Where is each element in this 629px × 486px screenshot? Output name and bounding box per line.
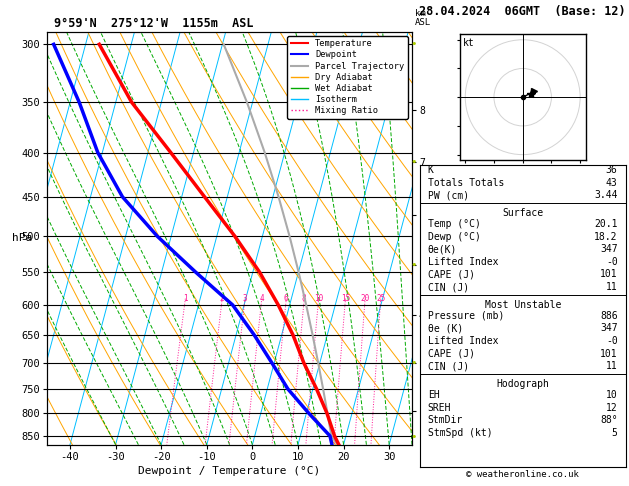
Text: 6: 6 <box>284 294 289 303</box>
Text: StmDir: StmDir <box>428 415 463 425</box>
Text: -0: -0 <box>606 257 618 267</box>
Text: θe (K): θe (K) <box>428 323 463 333</box>
Text: 347: 347 <box>600 323 618 333</box>
Text: 101: 101 <box>600 348 618 359</box>
Text: 15: 15 <box>341 294 350 303</box>
Text: CIN (J): CIN (J) <box>428 361 469 371</box>
Text: Lifted Index: Lifted Index <box>428 336 498 346</box>
Legend: Temperature, Dewpoint, Parcel Trajectory, Dry Adiabat, Wet Adiabat, Isotherm, Mi: Temperature, Dewpoint, Parcel Trajectory… <box>287 36 408 119</box>
Text: Pressure (mb): Pressure (mb) <box>428 311 504 321</box>
Text: 101: 101 <box>600 269 618 279</box>
X-axis label: Dewpoint / Temperature (°C): Dewpoint / Temperature (°C) <box>138 466 321 476</box>
Text: km
ASL: km ASL <box>415 9 431 27</box>
Text: CIN (J): CIN (J) <box>428 282 469 292</box>
Text: Surface: Surface <box>502 208 543 218</box>
Text: 886: 886 <box>600 311 618 321</box>
Text: EH: EH <box>428 390 440 400</box>
Text: •: • <box>410 358 416 368</box>
Text: •: • <box>410 157 416 167</box>
Text: 4: 4 <box>260 294 264 303</box>
Text: 28.04.2024  06GMT  (Base: 12): 28.04.2024 06GMT (Base: 12) <box>420 5 626 18</box>
Text: CAPE (J): CAPE (J) <box>428 269 475 279</box>
Text: 36: 36 <box>606 165 618 175</box>
Text: © weatheronline.co.uk: © weatheronline.co.uk <box>466 469 579 479</box>
Text: 20: 20 <box>360 294 370 303</box>
Text: Hodograph: Hodograph <box>496 379 549 389</box>
Text: •: • <box>410 39 416 50</box>
Text: -0: -0 <box>606 336 618 346</box>
Text: StmSpd (kt): StmSpd (kt) <box>428 428 493 437</box>
Text: 20.1: 20.1 <box>594 219 618 229</box>
Text: 10: 10 <box>314 294 323 303</box>
Text: K: K <box>428 165 433 175</box>
Text: Totals Totals: Totals Totals <box>428 178 504 188</box>
Text: 5: 5 <box>612 428 618 437</box>
Text: 88°: 88° <box>600 415 618 425</box>
Text: 11: 11 <box>606 361 618 371</box>
Text: 3: 3 <box>243 294 247 303</box>
Text: Most Unstable: Most Unstable <box>484 299 561 310</box>
Text: Lifted Index: Lifted Index <box>428 257 498 267</box>
Text: 1: 1 <box>183 294 187 303</box>
Text: SREH: SREH <box>428 402 451 413</box>
Text: 11: 11 <box>606 282 618 292</box>
Text: 10: 10 <box>606 390 618 400</box>
Text: 8: 8 <box>302 294 306 303</box>
Text: •: • <box>410 260 416 270</box>
Text: 12: 12 <box>606 402 618 413</box>
Text: LCL: LCL <box>420 433 434 442</box>
Text: θe(K): θe(K) <box>428 244 457 254</box>
Text: Dewp (°C): Dewp (°C) <box>428 232 481 242</box>
Text: PW (cm): PW (cm) <box>428 191 469 200</box>
Text: 347: 347 <box>600 244 618 254</box>
Text: CAPE (J): CAPE (J) <box>428 348 475 359</box>
Text: Temp (°C): Temp (°C) <box>428 219 481 229</box>
Text: 9°59'N  275°12'W  1155m  ASL: 9°59'N 275°12'W 1155m ASL <box>55 17 254 31</box>
Text: 3.44: 3.44 <box>594 191 618 200</box>
Text: 18.2: 18.2 <box>594 232 618 242</box>
Text: kt: kt <box>464 38 475 48</box>
Text: 2: 2 <box>220 294 225 303</box>
Text: hPa: hPa <box>11 233 31 243</box>
Text: 25: 25 <box>376 294 386 303</box>
Text: •: • <box>410 432 416 442</box>
Text: 43: 43 <box>606 178 618 188</box>
